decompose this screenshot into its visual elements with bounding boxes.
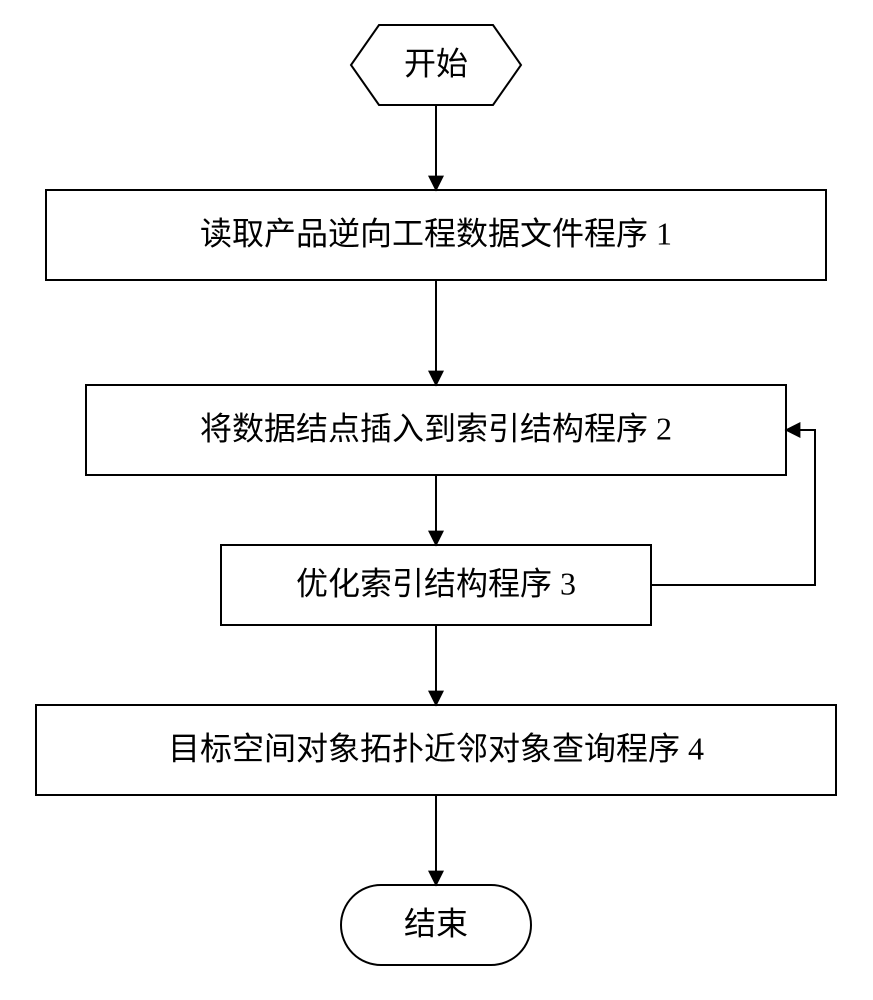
end-label: 结束 — [404, 905, 468, 941]
edge-step3-step2 — [651, 430, 815, 585]
flowchart: 开始 读取产品逆向工程数据文件程序 1 将数据结点插入到索引结构程序 2 优化索… — [0, 0, 873, 1000]
step2-label: 将数据结点插入到索引结构程序 2 — [200, 410, 672, 446]
step1-label: 读取产品逆向工程数据文件程序 1 — [200, 215, 672, 251]
node-end: 结束 — [341, 885, 531, 965]
node-step3: 优化索引结构程序 3 — [221, 545, 651, 625]
node-step2: 将数据结点插入到索引结构程序 2 — [86, 385, 786, 475]
node-start: 开始 — [351, 25, 521, 105]
step4-label: 目标空间对象拓扑近邻对象查询程序 4 — [168, 730, 704, 766]
node-step4: 目标空间对象拓扑近邻对象查询程序 4 — [36, 705, 836, 795]
node-step1: 读取产品逆向工程数据文件程序 1 — [46, 190, 826, 280]
step3-label: 优化索引结构程序 3 — [296, 565, 576, 601]
start-label: 开始 — [404, 45, 468, 81]
